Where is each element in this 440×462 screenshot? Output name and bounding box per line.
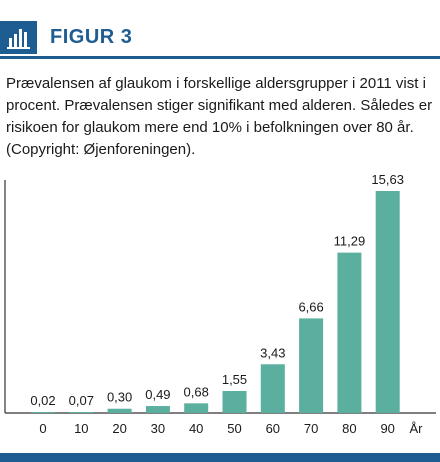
bar [222, 390, 247, 413]
bar-chart: 0,02 0 0,07 10 0,30 20 0,49 30 0,68 40 1,55 50 3,43 6… [4, 172, 436, 436]
figure-title: FIGUR 3 [50, 26, 133, 48]
x-tick-label: 10 [74, 421, 88, 436]
x-tick-label: 40 [189, 421, 203, 436]
bar [184, 403, 209, 413]
bar [337, 252, 362, 413]
bar [260, 364, 285, 413]
data-label: 0,49 [145, 387, 170, 402]
x-tick-label: 20 [112, 421, 126, 436]
x-tick-label: 70 [304, 421, 318, 436]
x-tick-label: 80 [342, 421, 356, 436]
x-axis-label: År [410, 421, 424, 436]
data-label: 0,07 [69, 393, 94, 408]
bar [145, 406, 170, 413]
x-tick-label: 30 [151, 421, 165, 436]
bar [375, 191, 400, 413]
bar-chart-icon [0, 21, 37, 54]
x-tick-label: 90 [380, 421, 394, 436]
bar [107, 408, 132, 413]
data-label: 0,30 [107, 390, 132, 405]
bar [31, 412, 55, 413]
figure-caption: Prævalensen af glaukom i forskellige ald… [6, 75, 433, 158]
x-tick-label: 0 [39, 421, 46, 436]
data-label: 11,29 [334, 234, 366, 249]
bar [299, 318, 324, 413]
data-label: 15,63 [371, 172, 404, 187]
data-label: 0,02 [30, 393, 55, 408]
x-tick-label: 60 [266, 421, 280, 436]
data-label: 3,43 [260, 345, 285, 360]
data-label: 0,68 [184, 384, 209, 399]
x-tick-label: 50 [227, 421, 241, 436]
bar [69, 412, 94, 413]
figure-header: FIGUR 3 [0, 0, 440, 59]
footer-bar [0, 453, 440, 462]
data-label: 6,66 [298, 299, 323, 314]
data-label: 1,55 [222, 372, 247, 387]
